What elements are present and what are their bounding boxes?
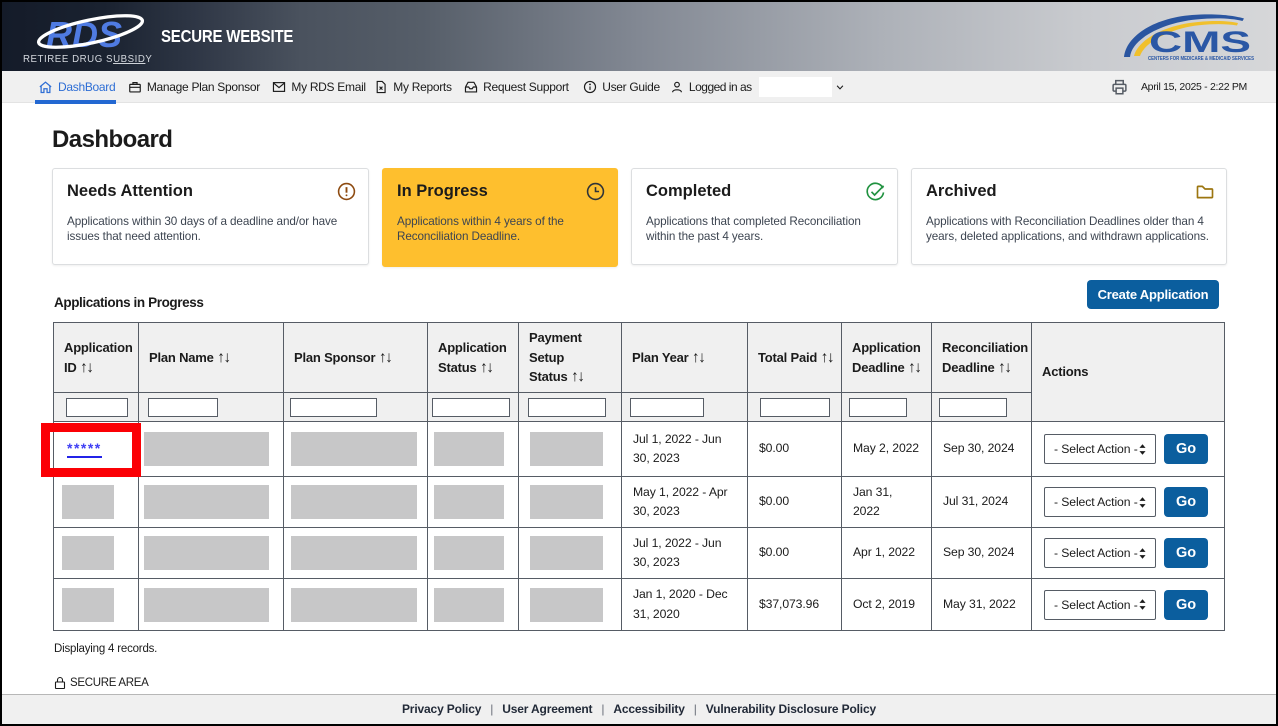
svg-text:RETIREE DRUG SUBSIDY: RETIREE DRUG SUBSIDY [23,54,152,65]
svg-text:CMS: CMS [1149,26,1251,59]
svg-text:CENTERS FOR MEDICARE & MEDICAI: CENTERS FOR MEDICARE & MEDICAID SERVICES [1148,56,1254,62]
